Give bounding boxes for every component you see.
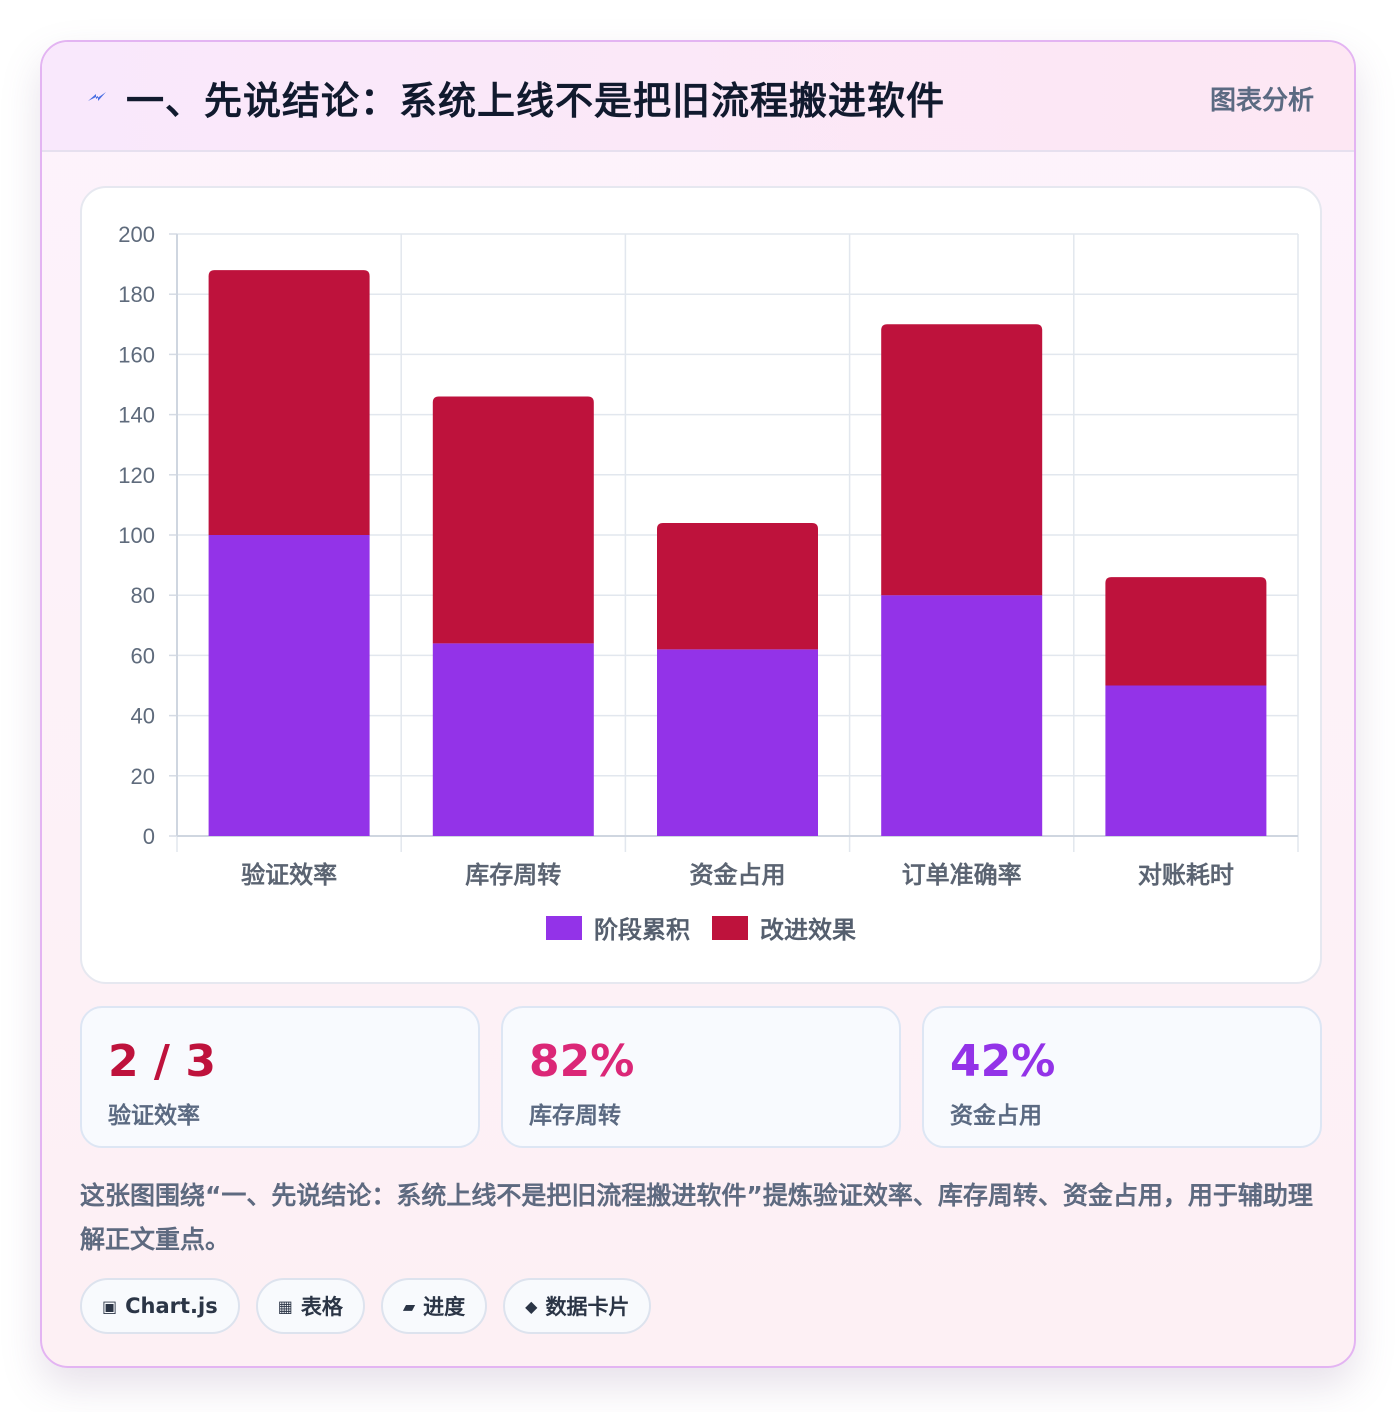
bar-segment-2-5 bbox=[1105, 577, 1267, 686]
card-header: 一、先说结论：系统上线不是把旧流程搬进软件 图表分析 bbox=[42, 42, 1354, 152]
x-tick-label: 库存周转 bbox=[465, 861, 561, 889]
y-tick-label: 160 bbox=[118, 342, 155, 367]
stat-label: 验证效率 bbox=[108, 1103, 200, 1129]
diamond-icon: ◆ bbox=[525, 1296, 538, 1316]
chart-legend: 阶段累积 改进效果 bbox=[82, 910, 1320, 945]
chip-label: 表格 bbox=[300, 1295, 343, 1319]
chip-table[interactable]: ▦ 表格 bbox=[255, 1278, 365, 1334]
y-tick-label: 140 bbox=[118, 403, 155, 428]
y-tick-label: 80 bbox=[131, 583, 155, 608]
y-tick-label: 180 bbox=[118, 282, 155, 307]
stat-value: 82% bbox=[529, 1036, 635, 1087]
stat-value: 2 / 3 bbox=[108, 1036, 216, 1087]
stat-cards: 2 / 3 验证效率 82% 库存周转 42% 资金占用 bbox=[80, 1006, 1322, 1148]
y-tick-label: 200 bbox=[118, 222, 155, 247]
chart-panel: 0 20 40 60 80 100 120 140 160 180 200 验证效率 库存周转 资金占用 订… bbox=[80, 186, 1322, 984]
x-tick-label: 验证效率 bbox=[241, 861, 337, 889]
y-tick-label: 0 bbox=[143, 824, 155, 849]
bar-segment-2-1 bbox=[208, 270, 370, 535]
legend-label: 阶段累积 bbox=[594, 916, 690, 944]
bar-segment-1-3 bbox=[657, 649, 818, 836]
lightning-icon bbox=[88, 92, 106, 101]
chart-description: 这张图围绕“一、先说结论：系统上线不是把旧流程搬进软件”提炼验证效率、库存周转、… bbox=[80, 1181, 1313, 1254]
x-tick-label: 对账耗时 bbox=[1138, 861, 1234, 889]
x-tick-label: 订单准确率 bbox=[902, 861, 1022, 889]
chip-data-card[interactable]: ◆ 数据卡片 bbox=[503, 1278, 652, 1334]
stat-value: 42% bbox=[950, 1036, 1056, 1087]
chart-card: 一、先说结论：系统上线不是把旧流程搬进软件 图表分析 0 20 40 60 80 100 1… bbox=[40, 40, 1356, 1368]
stat-card-capital: 42% 资金占用 bbox=[922, 1006, 1322, 1148]
legend-label: 改进效果 bbox=[760, 916, 856, 944]
legend-item-series-1[interactable]: 改进效果 bbox=[712, 910, 856, 945]
tag-chips: ▣ Chart.js ▦ 表格 ▰ 进度 ◆ 数据卡片 bbox=[80, 1278, 652, 1334]
y-tick-label: 120 bbox=[118, 463, 155, 488]
bar-segment-1-2 bbox=[432, 643, 594, 836]
bar-segment-2-4 bbox=[881, 324, 1043, 596]
y-tick-label: 20 bbox=[131, 764, 155, 789]
bar-segment-2-3 bbox=[657, 522, 818, 650]
x-tick-label: 资金占用 bbox=[690, 861, 786, 889]
chart-icon: ▣ bbox=[102, 1296, 118, 1316]
chip-label: 进度 bbox=[423, 1295, 466, 1319]
stacked-bar-chart: 0 20 40 60 80 100 120 140 160 180 200 验证效率 库存周转 资金占用 订… bbox=[118, 222, 1299, 889]
bar-segment-2-2 bbox=[432, 396, 594, 644]
chip-chartjs[interactable]: ▣ Chart.js bbox=[80, 1278, 240, 1334]
chip-label: Chart.js bbox=[125, 1294, 218, 1318]
legend-item-series-0[interactable]: 阶段累积 bbox=[546, 910, 690, 945]
stat-card-inventory: 82% 库存周转 bbox=[501, 1006, 901, 1148]
chip-progress[interactable]: ▰ 进度 bbox=[380, 1278, 488, 1334]
legend-swatch-red bbox=[712, 915, 748, 940]
table-icon: ▦ bbox=[277, 1296, 293, 1316]
y-tick-label: 60 bbox=[131, 643, 155, 668]
stat-label: 资金占用 bbox=[950, 1103, 1042, 1129]
y-tick-label: 40 bbox=[131, 704, 155, 729]
progress-icon: ▰ bbox=[402, 1296, 416, 1316]
stat-label: 库存周转 bbox=[529, 1103, 621, 1129]
legend-swatch-purple bbox=[546, 915, 582, 940]
page-title: 一、先说结论：系统上线不是把旧流程搬进软件 bbox=[126, 79, 946, 123]
bar-segment-1-1 bbox=[208, 535, 370, 836]
chart-analysis-tag: 图表分析 bbox=[1209, 86, 1314, 116]
y-tick-label: 100 bbox=[118, 523, 155, 548]
stat-card-verification: 2 / 3 验证效率 bbox=[80, 1006, 480, 1148]
chip-label: 数据卡片 bbox=[545, 1295, 630, 1319]
bar-segment-1-4 bbox=[881, 595, 1043, 836]
bar-segment-1-5 bbox=[1105, 685, 1267, 836]
